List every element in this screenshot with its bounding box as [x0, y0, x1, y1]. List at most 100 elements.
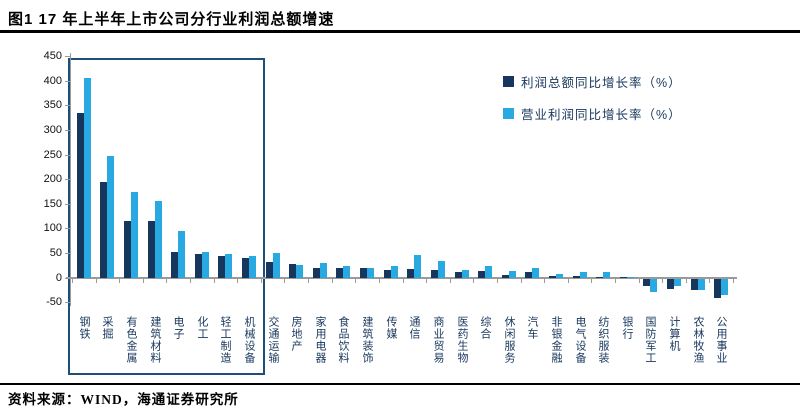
bar-profit-total	[431, 270, 438, 278]
bar-profit-total	[100, 182, 107, 278]
footer-rule	[0, 383, 800, 385]
bar-profit-total	[336, 268, 343, 278]
x-axis-tick	[496, 279, 498, 283]
x-category-label: 机械设备	[243, 316, 255, 364]
x-axis-tick	[473, 279, 475, 283]
bar-operating-profit	[249, 256, 256, 278]
x-axis-tick	[284, 279, 286, 283]
x-axis-tick	[685, 279, 687, 283]
bar-profit-total	[195, 254, 202, 278]
x-category-label: 电子	[172, 316, 184, 340]
bar-operating-profit	[674, 279, 681, 286]
bar-profit-total	[714, 279, 721, 298]
x-category-label: 家用电器	[314, 316, 326, 364]
y-axis-tick	[65, 80, 70, 82]
x-category-label: 有色金属	[125, 316, 137, 364]
x-axis-tick	[95, 279, 97, 283]
x-category-label: 医药生物	[456, 316, 468, 364]
x-axis-tick	[449, 279, 451, 283]
x-axis-tick	[638, 279, 640, 283]
y-tick-label: 400	[43, 74, 62, 87]
x-axis-tick	[190, 279, 192, 283]
y-axis-tick	[65, 203, 70, 205]
x-axis-tick	[213, 279, 215, 283]
y-axis-tick	[65, 179, 70, 181]
highlight-box	[68, 58, 265, 375]
x-axis-tick	[166, 279, 168, 283]
y-tick-label: 250	[43, 148, 62, 161]
x-category-label: 商业贸易	[432, 316, 444, 364]
bar-operating-profit	[131, 192, 138, 278]
title-bar: 图1 17 年上半年上市公司分行业利润总额增速	[0, 0, 800, 33]
bar-profit-total	[407, 269, 414, 278]
bar-operating-profit	[391, 266, 398, 278]
x-axis-tick	[331, 279, 333, 283]
bar-operating-profit	[603, 272, 610, 278]
legend-label: 营业利润同比增长率（%）	[521, 108, 682, 122]
bar-profit-total	[148, 221, 155, 278]
x-axis-tick	[308, 279, 310, 283]
x-category-label: 电气设备	[574, 316, 586, 364]
legend-item: 利润总额同比增长率（%）	[503, 72, 682, 91]
bar-operating-profit	[509, 271, 516, 278]
x-category-label: 轻工制造	[219, 316, 231, 364]
y-axis-tick	[65, 277, 70, 279]
x-axis-tick	[142, 279, 144, 283]
bar-profit-total	[525, 272, 532, 278]
legend-swatch	[503, 76, 514, 87]
chart-legend: 利润总额同比增长率（%） 营业利润同比增长率（%）	[503, 72, 682, 136]
bar-profit-total	[242, 258, 249, 278]
bar-profit-total	[313, 268, 320, 278]
y-axis-tick	[65, 228, 70, 230]
bar-operating-profit	[107, 156, 114, 278]
y-tick-label: 200	[43, 173, 62, 186]
bar-profit-total	[502, 275, 509, 278]
y-tick-label: -50	[46, 296, 62, 309]
x-axis-tick	[355, 279, 357, 283]
x-category-label: 传媒	[385, 316, 397, 340]
x-category-label: 农林牧渔	[692, 316, 704, 364]
bar-operating-profit	[202, 252, 209, 278]
y-axis-tick	[65, 105, 70, 107]
x-category-label: 纺织服装	[597, 316, 609, 364]
x-category-label: 非银金融	[550, 316, 562, 364]
bar-profit-total	[77, 113, 84, 278]
bar-operating-profit	[84, 78, 91, 278]
bar-profit-total	[643, 279, 650, 286]
x-axis-tick	[260, 279, 262, 283]
x-category-label: 化工	[196, 316, 208, 340]
figure-title: 图1 17 年上半年上市公司分行业利润总额增速	[8, 11, 335, 28]
bar-operating-profit	[532, 268, 539, 278]
x-category-label: 休闲服务	[503, 316, 515, 364]
y-axis-tick	[65, 154, 70, 156]
x-axis-tick	[709, 279, 711, 283]
y-tick-label: 50	[49, 246, 62, 259]
x-category-label: 汽车	[526, 316, 538, 340]
x-category-label: 国防军工	[644, 316, 656, 364]
x-category-label: 综合	[479, 316, 491, 340]
x-category-label: 计算机	[668, 316, 680, 352]
bar-operating-profit	[155, 201, 162, 278]
bar-profit-total	[124, 221, 131, 278]
x-axis-tick	[119, 279, 121, 283]
x-axis-tick	[733, 279, 734, 283]
x-category-label: 钢铁	[78, 316, 90, 340]
x-category-label: 食品饮料	[337, 316, 349, 364]
bar-operating-profit	[178, 231, 185, 278]
y-tick-label: 0	[55, 271, 62, 284]
bar-profit-total	[289, 264, 296, 278]
x-axis-tick	[237, 279, 239, 283]
x-axis-tick	[378, 279, 380, 283]
bar-profit-total	[478, 271, 485, 278]
source-note: 资料来源：WIND，海通证券研究所	[8, 392, 239, 407]
x-category-label: 通信	[408, 316, 420, 340]
x-category-label: 房地产	[290, 316, 302, 352]
x-category-label: 银行	[621, 316, 633, 340]
legend-swatch	[503, 108, 514, 119]
y-tick-label: 300	[43, 123, 62, 136]
y-axis-tick	[65, 302, 70, 304]
bar-profit-total	[266, 262, 273, 278]
x-category-label: 公用事业	[715, 316, 727, 364]
bar-operating-profit	[721, 279, 728, 295]
bar-profit-total	[384, 270, 391, 278]
